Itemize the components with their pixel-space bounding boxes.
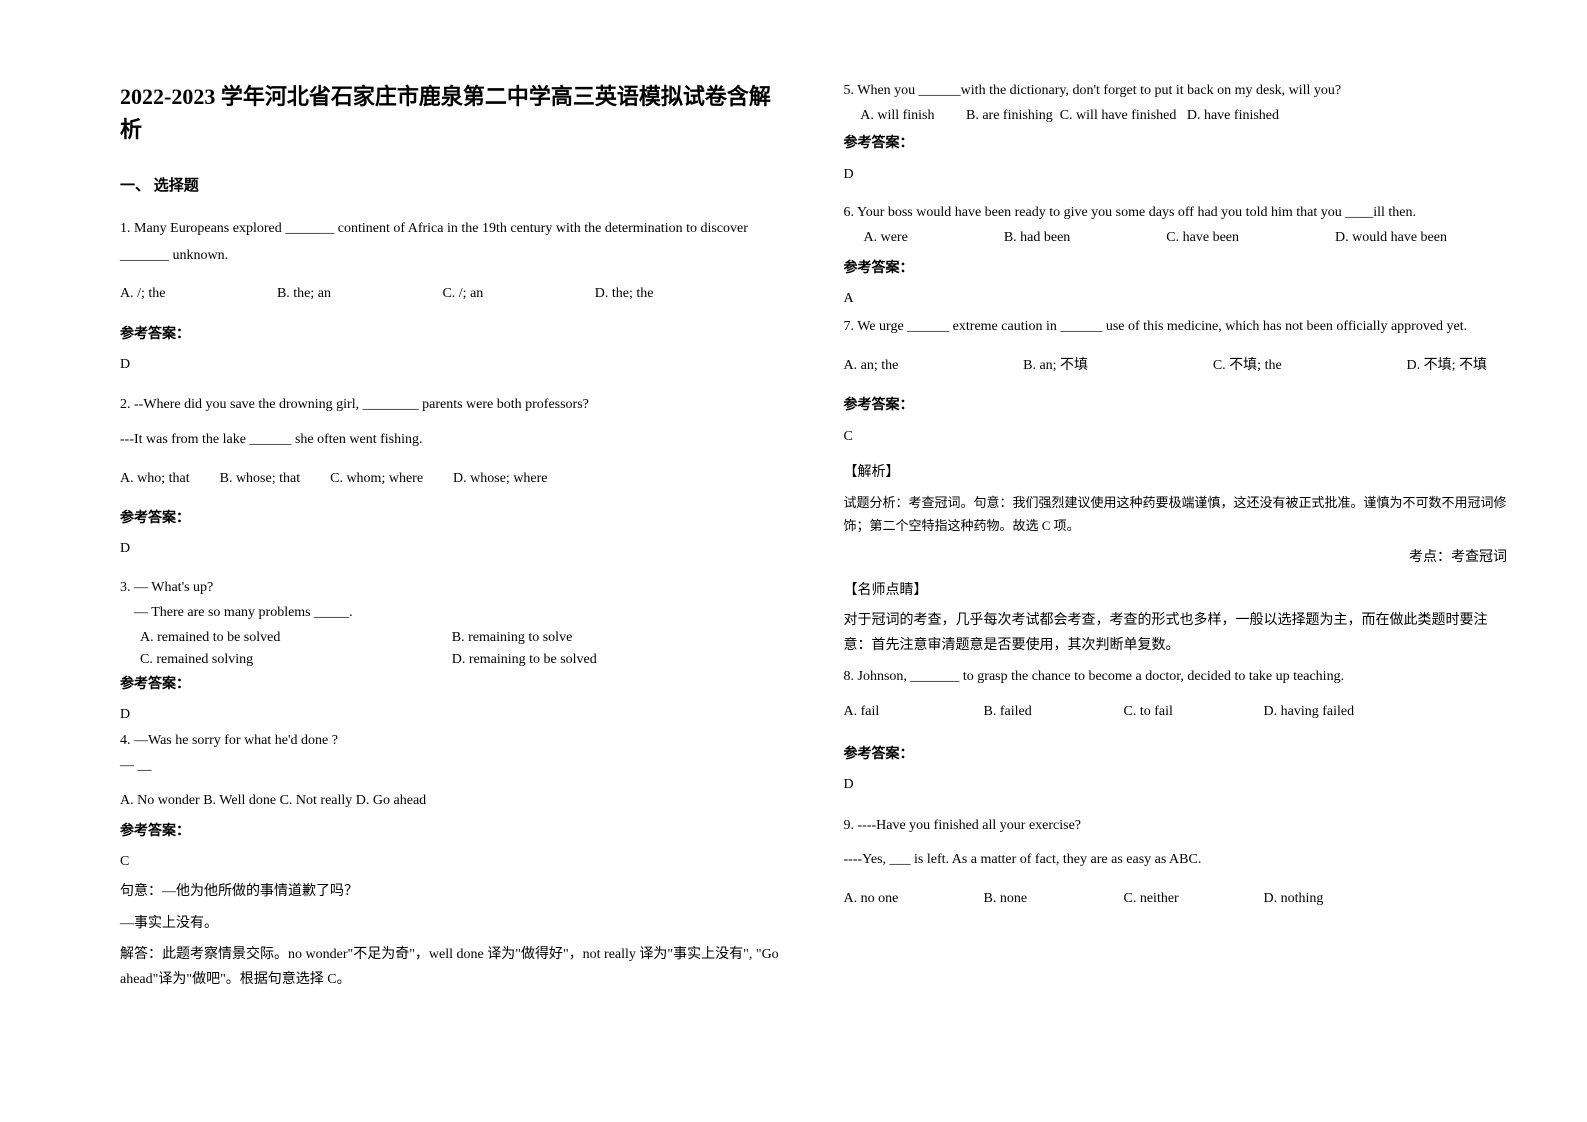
- q6-stem: 6. Your boss would have been ready to gi…: [844, 202, 1508, 223]
- section-1-header: 一、 选择题: [120, 174, 784, 198]
- q7-opt-d: D. 不填; 不填: [1406, 355, 1487, 377]
- q4-exp2: —事实上没有。: [120, 911, 784, 936]
- q1-options: A. /; the B. the; an C. /; an D. the; th…: [120, 283, 784, 305]
- q7-jiexi: 试题分析：考查冠词。句意：我们强烈建议使用这种药要极端谨慎，这还没有被正式批准。…: [844, 491, 1508, 538]
- q1-opt-c: C. /; an: [442, 283, 483, 305]
- q8-opt-b: B. failed: [984, 701, 1124, 723]
- q2-opt-b: B. whose; that: [220, 468, 301, 490]
- q2-answer: D: [120, 538, 784, 560]
- q8-opt-c: C. to fail: [1124, 701, 1264, 723]
- q5-stem: 5. When you ______with the dictionary, d…: [844, 80, 1508, 101]
- q2-options: A. who; that B. whose; that C. whom; whe…: [120, 468, 784, 490]
- q3-answer: D: [120, 704, 784, 726]
- q7-answer: C: [844, 426, 1508, 448]
- q6-opt-d: D. would have been: [1335, 227, 1447, 249]
- q9-line2: ----Yes, ___ is left. As a matter of fac…: [844, 847, 1508, 874]
- q4-options: A. No wonder B. Well done C. Not really …: [120, 790, 784, 812]
- q7-dianjing: 对于冠词的考查，几乎每次考试都会考查，考查的形式也多样，一般以选择题为主，而在做…: [844, 608, 1508, 658]
- q9-line1: 9. ----Have you finished all your exerci…: [844, 813, 1508, 840]
- q6-answer-label: 参考答案：: [844, 258, 1508, 280]
- q3-line2: — There are so many problems _____.: [120, 602, 784, 623]
- q7-answer-label: 参考答案：: [844, 395, 1508, 417]
- q6-opt-b: B. had been: [1004, 227, 1070, 249]
- q3-options-row1: A. remained to be solved B. remaining to…: [120, 627, 784, 649]
- q4-exp3: 解答：此题考察情景交际。no wonder"不足为奇"，well done 译为…: [120, 942, 784, 992]
- q9-options: A. no one B. none C. neither D. nothing: [844, 888, 1508, 910]
- q6-opt-a: A. were: [864, 227, 908, 249]
- q1-stem: 1. Many Europeans explored _______ conti…: [120, 216, 784, 269]
- q8-answer-label: 参考答案：: [844, 744, 1508, 766]
- q3-opt-a: A. remained to be solved: [120, 627, 452, 649]
- q6-opt-c: C. have been: [1166, 227, 1239, 249]
- q3-opt-c: C. remained solving: [120, 649, 452, 671]
- q8-stem: 8. Johnson, _______ to grasp the chance …: [844, 666, 1508, 687]
- q8-options: A. fail B. failed C. to fail D. having f…: [844, 701, 1508, 723]
- q5-options: A. will finish B. are finishing C. will …: [844, 105, 1508, 127]
- q1-answer: D: [120, 354, 784, 376]
- q9-opt-a: A. no one: [844, 888, 984, 910]
- q7-kpoint: 考点：考查冠词: [1409, 547, 1507, 569]
- q7-jiexi-label: 【解析】: [844, 462, 1508, 484]
- q6-answer: A: [844, 288, 1508, 310]
- q2-line2: ---It was from the lake ______ she often…: [120, 427, 784, 454]
- right-column: 5. When you ______with the dictionary, d…: [814, 80, 1528, 1082]
- q6-options: A. were B. had been C. have been D. woul…: [844, 227, 1508, 249]
- q8-answer: D: [844, 774, 1508, 796]
- q2-opt-c: C. whom; where: [330, 468, 423, 490]
- q9-opt-b: B. none: [984, 888, 1124, 910]
- q4-exp1: 句意：—他为他所做的事情道歉了吗？: [120, 879, 784, 904]
- q8-opt-d: D. having failed: [1264, 701, 1355, 723]
- q7-stem: 7. We urge ______ extreme caution in ___…: [844, 314, 1508, 341]
- q3-opt-d: D. remaining to be solved: [452, 649, 784, 671]
- q7-options: A. an; the B. an; 不填 C. 不填; the D. 不填; 不…: [844, 355, 1508, 377]
- q1-answer-label: 参考答案：: [120, 324, 784, 346]
- q5-answer: D: [844, 164, 1508, 186]
- q7-opt-a: A. an; the: [844, 355, 899, 377]
- q2-opt-d: D. whose; where: [453, 468, 547, 490]
- q4-line2: — __: [120, 755, 784, 776]
- q1-opt-b: B. the; an: [277, 283, 331, 305]
- q2-opt-a: A. who; that: [120, 468, 190, 490]
- q4-answer: C: [120, 851, 784, 873]
- q1-opt-a: A. /; the: [120, 283, 166, 305]
- exam-title: 2022-2023 学年河北省石家庄市鹿泉第二中学高三英语模拟试卷含解析: [120, 80, 784, 146]
- q2-line1: 2. --Where did you save the drowning gir…: [120, 392, 784, 419]
- q1-opt-d: D. the; the: [595, 283, 654, 305]
- q9-opt-d: D. nothing: [1264, 888, 1324, 910]
- q3-answer-label: 参考答案：: [120, 674, 784, 696]
- q9-opt-c: C. neither: [1124, 888, 1264, 910]
- left-column: 2022-2023 学年河北省石家庄市鹿泉第二中学高三英语模拟试卷含解析 一、 …: [100, 80, 814, 1082]
- q3-opt-b: B. remaining to solve: [452, 627, 784, 649]
- q7-opt-c: C. 不填; the: [1213, 355, 1282, 377]
- q3-options-row2: C. remained solving D. remaining to be s…: [120, 649, 784, 671]
- q3-line1: 3. — What's up?: [120, 577, 784, 598]
- q7-opt-b: B. an; 不填: [1023, 355, 1088, 377]
- q2-answer-label: 参考答案：: [120, 508, 784, 530]
- q7-dianjing-label: 【名师点睛】: [844, 580, 1508, 602]
- q4-answer-label: 参考答案：: [120, 821, 784, 843]
- q8-opt-a: A. fail: [844, 701, 984, 723]
- q4-line1: 4. —Was he sorry for what he'd done ?: [120, 730, 784, 751]
- q5-answer-label: 参考答案：: [844, 133, 1508, 155]
